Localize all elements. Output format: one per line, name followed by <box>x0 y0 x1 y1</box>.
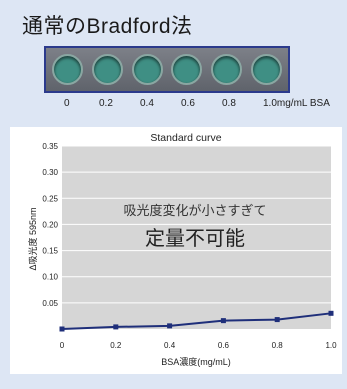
annotation-line-2: 定量不可能 <box>145 227 245 250</box>
x-axis-ticks: 0 0.2 0.4 0.6 0.8 1.0 <box>60 341 337 350</box>
x-tick-label: 0.8 <box>272 341 284 350</box>
y-tick-label: 0.05 <box>42 299 58 308</box>
y-tick-label: 0.30 <box>42 168 58 177</box>
chart-panel: Standard curve 0.05 0.10 0.15 0.20 0.25 0.30 0… <box>10 127 342 374</box>
conc-label-1: 0 <box>64 98 70 109</box>
y-tick-label: 0.15 <box>42 247 58 256</box>
data-point <box>167 323 173 329</box>
data-point <box>328 310 334 316</box>
data-point <box>220 318 226 324</box>
series-line <box>61 312 332 330</box>
x-axis-label: BSA濃度(mg/mL) <box>161 356 231 367</box>
concentration-labels: 0 0.2 0.4 0.6 0.8 1.0mg/mL BSA <box>0 98 347 112</box>
conc-label-2: 0.2 <box>99 98 113 109</box>
conc-label-5: 0.8 <box>222 98 236 109</box>
annotation-line-1: 吸光度変化が小さすぎて <box>123 203 266 218</box>
chart-title: Standard curve <box>150 132 221 144</box>
well-6 <box>250 54 282 85</box>
x-tick-label: 0.6 <box>218 341 230 350</box>
y-tick-label: 0.20 <box>42 220 58 229</box>
x-tick-label: 0 <box>60 341 65 350</box>
page-title: 通常のBradford法 <box>22 15 193 38</box>
plot-area <box>62 146 331 329</box>
conc-label-4: 0.6 <box>181 98 195 109</box>
well-5 <box>211 54 243 85</box>
well-3 <box>131 54 163 85</box>
y-tick-label: 0.25 <box>42 194 58 203</box>
x-tick-label: 0.2 <box>110 341 122 350</box>
data-point <box>113 324 119 330</box>
x-tick-label: 1.0 <box>325 341 337 350</box>
series-layer <box>59 310 334 332</box>
data-point <box>59 326 65 332</box>
x-tick-label: 0.4 <box>164 341 176 350</box>
y-tick-label: 0.35 <box>42 142 58 151</box>
y-axis-label: Δ吸光度 595nm <box>27 207 38 270</box>
microplate-strip <box>44 46 290 93</box>
well-1 <box>52 54 83 85</box>
conc-label-6: 1.0mg/mL BSA <box>263 98 330 109</box>
data-point <box>274 317 280 323</box>
conc-label-3: 0.4 <box>140 98 154 109</box>
well-4 <box>171 54 203 85</box>
standard-curve-chart: Standard curve 0.050.100.150.200.250.300… <box>27 132 337 367</box>
y-tick-label: 0.10 <box>42 273 58 282</box>
y-axis-ticks: 0.05 0.10 0.15 0.20 0.25 0.30 0.35 <box>42 142 58 308</box>
grid-lines <box>62 145 331 304</box>
well-2 <box>91 54 123 85</box>
